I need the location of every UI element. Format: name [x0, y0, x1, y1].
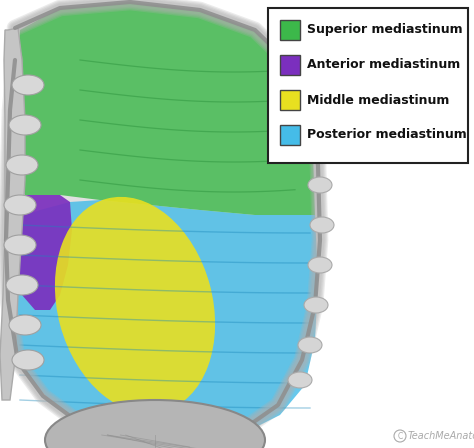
- Bar: [280, 90, 300, 110]
- Ellipse shape: [304, 297, 328, 313]
- Polygon shape: [8, 2, 320, 442]
- Bar: [280, 55, 300, 75]
- Text: Anterior mediastinum: Anterior mediastinum: [307, 59, 460, 72]
- Ellipse shape: [9, 115, 41, 135]
- Text: Middle mediastinum: Middle mediastinum: [307, 94, 449, 107]
- Ellipse shape: [308, 257, 332, 273]
- Bar: [280, 125, 300, 145]
- Ellipse shape: [55, 197, 215, 413]
- Polygon shape: [15, 195, 72, 310]
- Ellipse shape: [308, 177, 332, 193]
- Ellipse shape: [6, 155, 38, 175]
- Ellipse shape: [310, 217, 334, 233]
- Bar: [280, 20, 300, 40]
- Ellipse shape: [298, 337, 322, 353]
- Ellipse shape: [12, 75, 44, 95]
- Text: Posterior mediastinum: Posterior mediastinum: [307, 129, 467, 142]
- Ellipse shape: [293, 97, 317, 113]
- Text: C: C: [397, 432, 402, 441]
- Ellipse shape: [4, 235, 36, 255]
- Ellipse shape: [288, 372, 312, 388]
- Ellipse shape: [9, 315, 41, 335]
- Polygon shape: [0, 28, 25, 400]
- FancyBboxPatch shape: [268, 8, 468, 163]
- Text: TeachMeAnatomy: TeachMeAnatomy: [408, 431, 474, 441]
- Ellipse shape: [12, 350, 44, 370]
- Polygon shape: [8, 200, 318, 445]
- Ellipse shape: [45, 400, 265, 448]
- Ellipse shape: [6, 275, 38, 295]
- Polygon shape: [12, 2, 315, 215]
- Ellipse shape: [4, 195, 36, 215]
- Text: Superior mediastinum: Superior mediastinum: [307, 23, 463, 36]
- Ellipse shape: [303, 137, 327, 153]
